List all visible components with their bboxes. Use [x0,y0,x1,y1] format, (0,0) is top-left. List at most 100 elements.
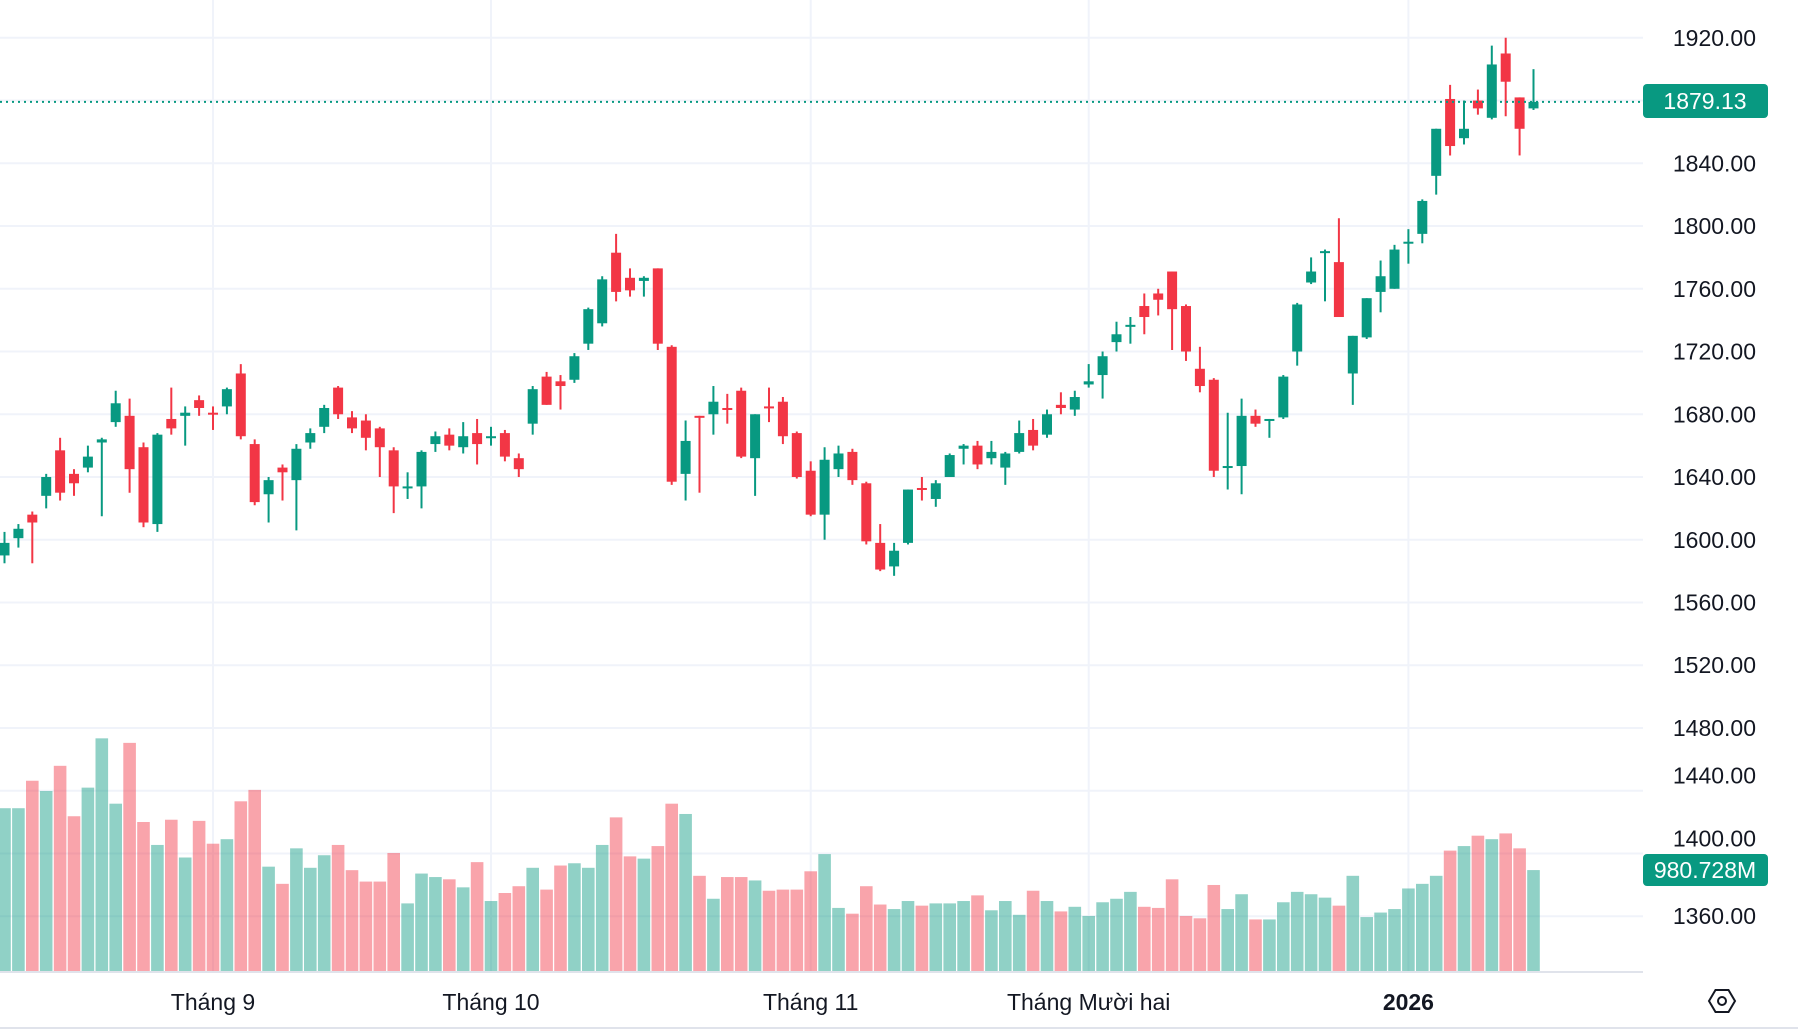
volume-bar [1138,906,1151,971]
volume-bar [901,901,915,971]
candle-body [472,433,483,445]
volume-bar [1082,915,1095,971]
candle-body [625,277,635,291]
candle-body [1181,306,1191,352]
candle-body [1250,415,1261,424]
candle-body [1459,128,1469,139]
price-tick-label: 1680.00 [1673,401,1756,427]
candle-body [791,433,802,478]
candle-body [110,403,121,423]
volume-bar [748,880,762,971]
candle-body [833,453,844,470]
candle-body [875,542,886,570]
candle-body [1236,415,1247,467]
candle-body [1264,418,1275,421]
volume-bar [846,913,859,971]
volume-bar [554,865,567,971]
candle-body [1528,101,1539,109]
price-tick-label: 1520.00 [1673,652,1756,678]
volume-bar [1096,902,1109,971]
candle-body [1333,262,1344,318]
volume-bar [651,846,665,971]
volume-bar [1416,883,1429,971]
price-tick-label: 1600.00 [1673,527,1756,553]
candle-body [388,450,399,487]
price-tick-label: 1480.00 [1673,715,1756,741]
volume-bar [1040,901,1054,971]
price-tick-label: 1640.00 [1673,464,1756,490]
last-price-badge: 1879.13 [1643,84,1768,118]
volume-bar [53,765,67,971]
volume-bar [1110,898,1123,971]
volume-bar [1332,905,1346,971]
candle-body [861,483,872,542]
candle-body [41,477,52,496]
candle-body [889,550,900,567]
candle-body [777,401,788,437]
volume-bar [1513,848,1526,971]
volume-bar [1193,918,1207,971]
volume-bar [401,903,414,971]
price-tick-label: 1440.00 [1673,763,1756,789]
candle-body [152,434,163,525]
candle-body [1194,368,1205,387]
volume-bar [1402,888,1415,971]
candle-body [124,415,135,470]
candle-body [249,444,260,503]
volume-bar [220,839,234,971]
candle-body [958,445,969,449]
hexagon-gear-icon[interactable] [1707,989,1737,1013]
volume-bar [804,871,817,971]
price-tick-label: 1800.00 [1673,213,1756,239]
volume-bar [1235,894,1248,971]
candle-body [1083,381,1094,385]
candle-body [1000,453,1011,468]
candle-body [347,417,357,429]
volume-bar [26,780,39,971]
candle-body [1014,433,1025,452]
volume-bar [957,901,970,971]
volume-bar [1388,909,1401,971]
volume-bar [373,881,387,971]
volume-bar [1374,912,1387,971]
volume-bar [929,903,943,971]
candle-body [652,268,663,344]
volume-bar [262,866,275,971]
volume-bar [1179,915,1193,971]
volume-bar [151,844,164,971]
candle-body [819,459,830,515]
volume-bar [359,881,373,971]
candle-body [1278,376,1289,418]
candle-body [1500,53,1511,82]
volume-bar [512,886,526,971]
candle-body [597,279,608,324]
time-label: Tháng 10 [442,989,539,1015]
candle-body [805,470,816,515]
volume-bar [1471,835,1485,971]
volume-bar [206,843,220,971]
candle-body [1417,200,1428,234]
candle-body [1431,128,1442,176]
volume-bar [1360,917,1373,971]
volume-bar [1207,884,1221,971]
candle-body [680,440,691,474]
volume-bar [0,808,11,971]
volume-bar [1165,879,1179,971]
candle-body [1486,64,1497,118]
candle-body [1472,100,1483,109]
volume-bar [234,801,248,971]
volume-bar [818,854,831,971]
volume-bar [971,895,984,971]
candle-body [55,450,66,493]
volume-bar [776,889,790,971]
candle-body [666,346,677,482]
candle-body [458,436,469,448]
volume-bar [1290,891,1304,971]
candle-body [374,428,385,448]
time-axis[interactable]: Tháng 9 Tháng 10 Tháng 11 Tháng Mười hai 202… [171,989,1434,1015]
volume-bar [762,890,776,971]
price-tick-label: 1360.00 [1673,903,1756,929]
price-axis[interactable]: 1920.00 1840.00 1800.00 1760.00 1720.00 1680.… [1673,25,1756,929]
volume-bar [1429,875,1443,971]
